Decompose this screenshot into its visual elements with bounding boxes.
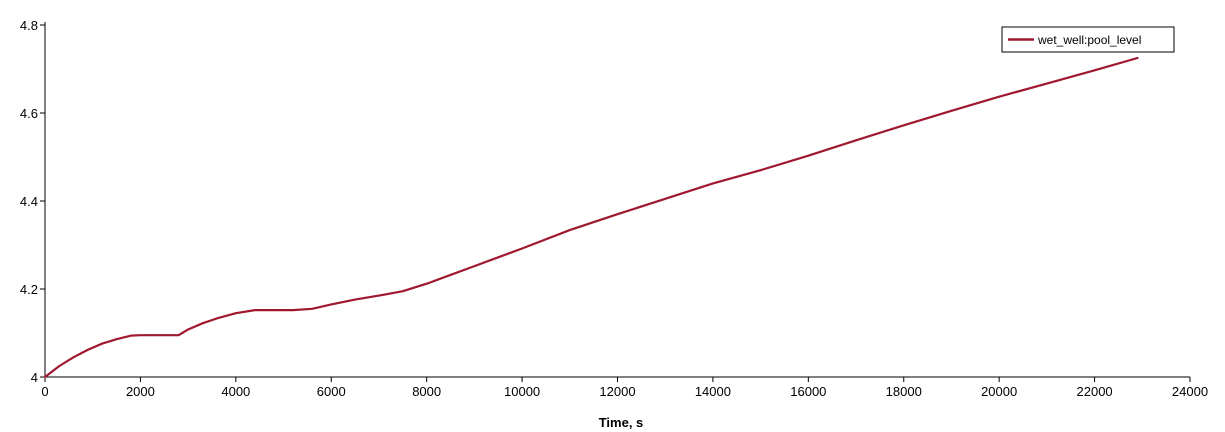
data-point	[254, 309, 256, 312]
data-point	[201, 322, 204, 325]
x-tick-label: 24000	[1172, 384, 1208, 399]
series-line-0	[43, 56, 1139, 379]
x-tick-label: 12000	[599, 384, 635, 399]
data-point	[664, 197, 667, 200]
series-lines	[43, 56, 1139, 379]
x-tick-label: 14000	[695, 384, 731, 399]
data-point	[521, 247, 523, 250]
data-point	[354, 298, 356, 301]
data-point	[129, 334, 132, 337]
data-point	[855, 139, 857, 142]
y-tick-label: 4.8	[20, 18, 38, 33]
x-tick-label: 10000	[504, 384, 540, 399]
data-point	[215, 317, 218, 320]
data-point	[401, 290, 404, 293]
data-point	[187, 328, 190, 331]
data-point	[378, 294, 380, 297]
x-tick-label: 8000	[412, 384, 441, 399]
data-point	[139, 334, 142, 337]
y-tick-label: 4	[31, 370, 38, 385]
x-axis-title: Time, s	[599, 415, 644, 430]
data-point	[950, 109, 953, 112]
x-tick-label: 4000	[221, 384, 250, 399]
data-point	[1045, 82, 1048, 85]
x-tick-label: 0	[41, 384, 48, 399]
data-point	[58, 365, 61, 367]
data-point	[807, 154, 810, 157]
data-point	[234, 312, 237, 315]
y-tick-label: 4.2	[20, 282, 38, 297]
legend: wet_well:pool_level	[1001, 26, 1175, 53]
x-tick-label: 6000	[317, 384, 346, 399]
x-tick-label: 16000	[790, 384, 826, 399]
y-tick-label: 4.4	[20, 194, 38, 209]
data-point	[115, 338, 118, 341]
data-point	[158, 334, 161, 337]
x-tick-label: 18000	[886, 384, 922, 399]
x-tick-label: 2000	[126, 384, 155, 399]
data-point	[759, 169, 762, 172]
data-point	[616, 213, 619, 216]
data-point	[273, 309, 275, 312]
data-point	[712, 182, 714, 185]
y-tick-label: 4.6	[20, 106, 38, 121]
data-point	[1136, 57, 1139, 59]
data-point	[72, 356, 75, 359]
data-point	[473, 265, 476, 268]
data-point	[101, 342, 104, 345]
data-point	[44, 376, 46, 378]
data-point	[330, 303, 333, 306]
x-tick-label: 22000	[1077, 384, 1113, 399]
legend-label: wet_well:pool_level	[1037, 33, 1141, 47]
data-point	[87, 348, 89, 351]
axes: 0 2000 4000 6000 8000 10000 12000 14000 16000 180…	[20, 18, 1208, 399]
data-point	[1093, 69, 1096, 72]
data-point	[425, 282, 428, 285]
data-point	[497, 256, 500, 259]
data-point	[177, 334, 180, 337]
data-point	[568, 229, 571, 231]
data-point	[449, 274, 452, 276]
data-point	[998, 95, 1001, 98]
data-point	[292, 309, 294, 312]
data-point	[902, 124, 905, 127]
data-point	[311, 307, 314, 310]
x-tick-label: 20000	[981, 384, 1017, 399]
